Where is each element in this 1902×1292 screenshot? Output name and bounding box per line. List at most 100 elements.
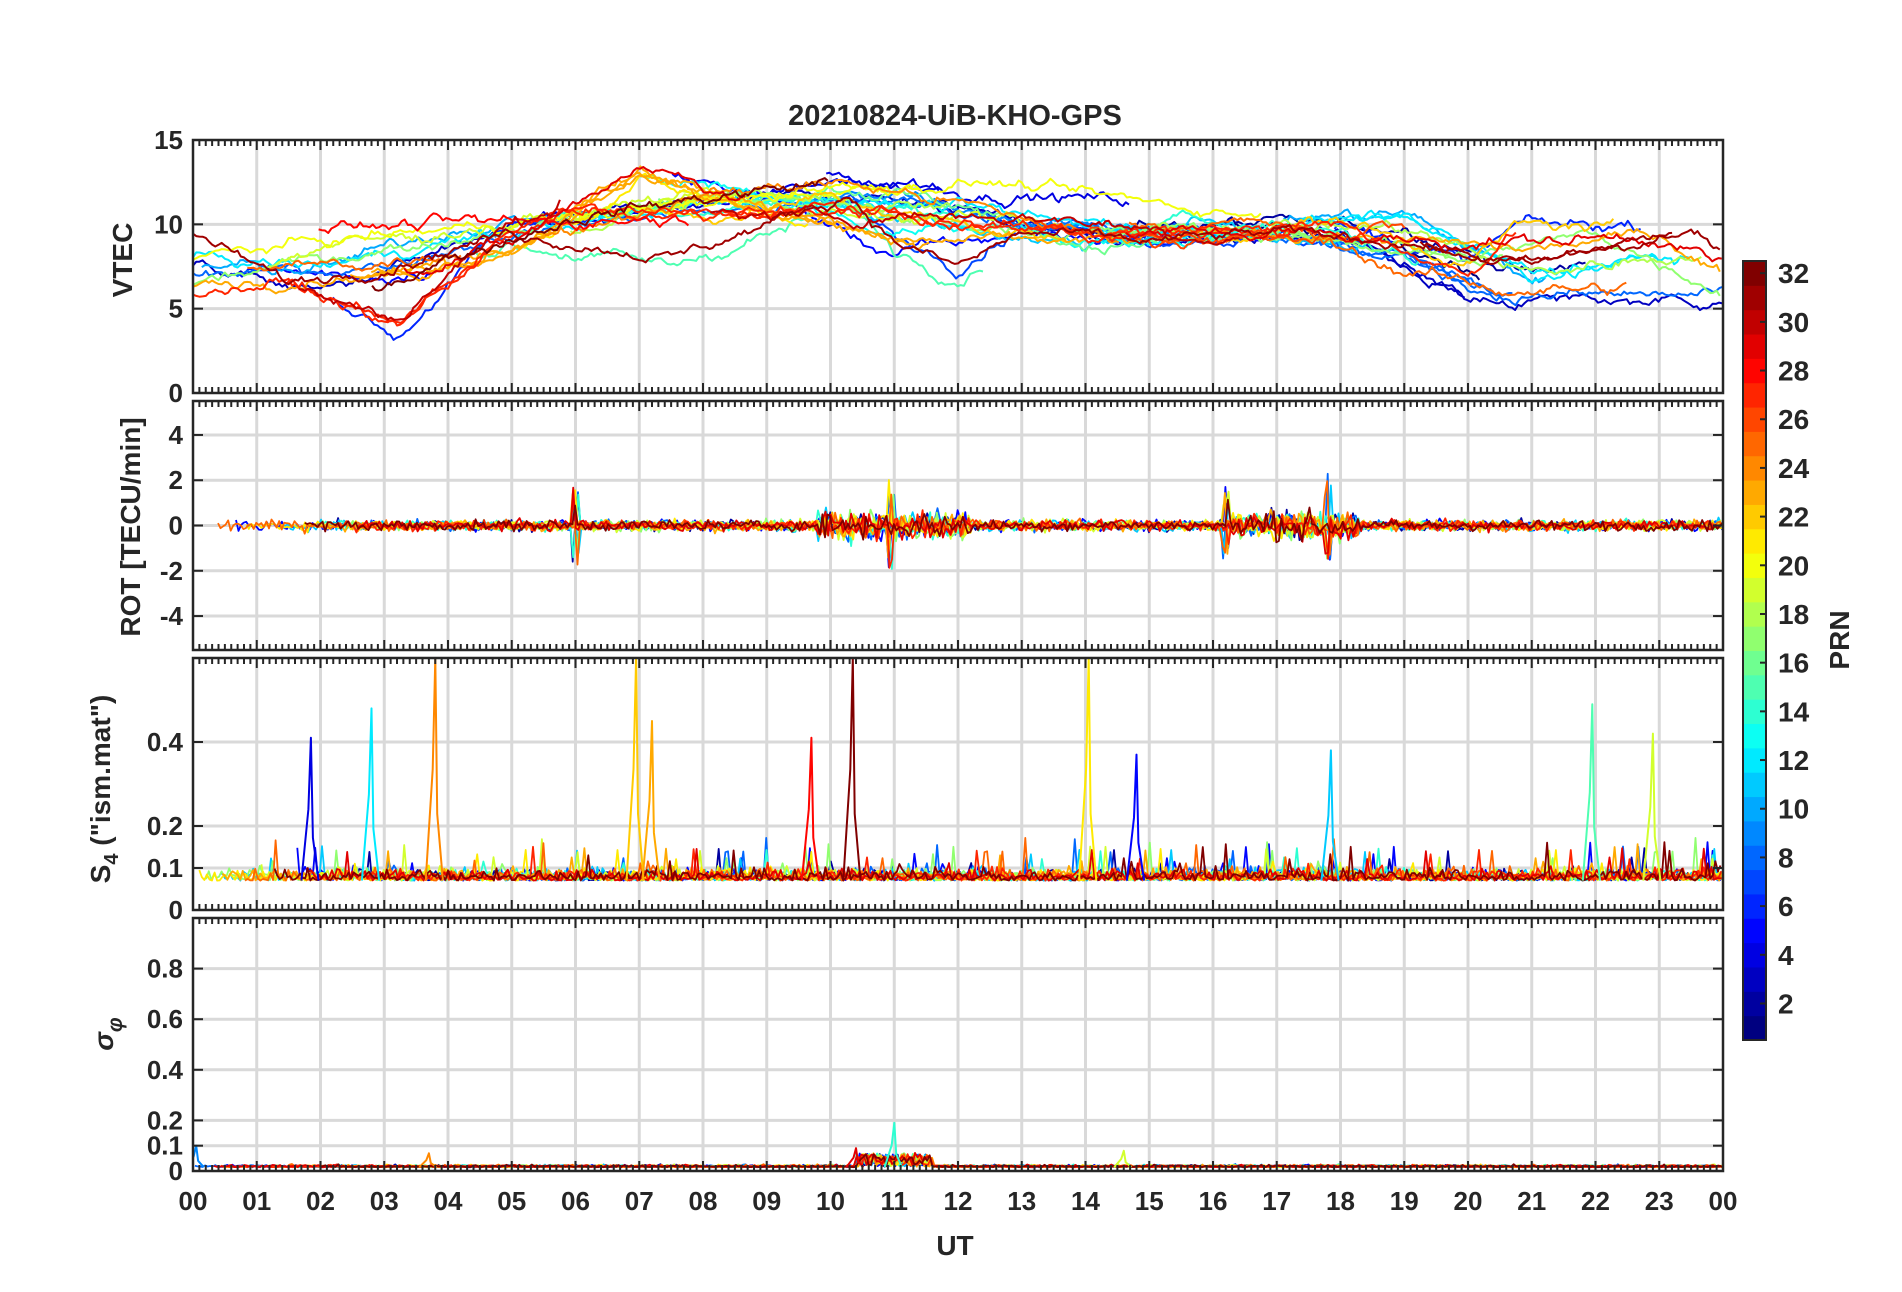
vtec-trace-prn-15 xyxy=(475,198,984,288)
s4-peak xyxy=(1320,749,1340,881)
svg-text:ROT [TECU/min]: ROT [TECU/min] xyxy=(115,417,146,636)
s4-peak xyxy=(641,720,661,881)
y-tick-label: 0.1 xyxy=(147,853,183,883)
colorbar-tick-label: 2 xyxy=(1778,988,1794,1019)
colorbar-segment xyxy=(1743,942,1766,968)
colorbar-segment xyxy=(1743,650,1766,676)
panel-vtec: 0 5 10 15 xyxy=(154,125,1725,408)
x-tick-label: 14 xyxy=(1071,1186,1100,1216)
vtec-trace-prn-3 xyxy=(1342,233,1723,312)
svg-text:σφ: σφ xyxy=(88,1017,127,1051)
vtec-trace-prn-27 xyxy=(285,206,804,324)
y-ticks xyxy=(193,433,1723,618)
x-tick-label: 08 xyxy=(689,1186,718,1216)
y-tick-label: 0 xyxy=(169,378,183,408)
y-tick-label: 4 xyxy=(169,420,184,450)
y-tick-label: -2 xyxy=(160,556,183,586)
s4-peak xyxy=(1642,732,1662,881)
colorbar-segment xyxy=(1743,334,1766,359)
vtec-trace-prn-22 xyxy=(667,191,1068,244)
vtec-trace-prn-29 xyxy=(1125,224,1722,263)
colorbar-segment xyxy=(1743,407,1766,432)
data-traces xyxy=(217,472,1723,570)
colorbar-segment xyxy=(1743,845,1766,871)
figure-title: 20210824-UiB-KHO-GPS xyxy=(788,100,1122,132)
vtec-trace-prn-12 xyxy=(193,195,1657,284)
x-tick-label: 05 xyxy=(497,1186,526,1216)
colorbar-segment xyxy=(1743,382,1766,408)
vtec-trace-prn-30 xyxy=(710,204,1240,246)
colorbar-segment xyxy=(1743,893,1766,919)
colorbar-segment xyxy=(1743,918,1766,944)
colorbar-segment xyxy=(1743,261,1766,286)
colorbar-segment xyxy=(1743,358,1766,384)
x-tick-label: 03 xyxy=(370,1186,399,1216)
colorbar-tick-label: 10 xyxy=(1778,794,1809,825)
x-tick-label: 21 xyxy=(1517,1186,1546,1216)
sigma-phi-ylabel: σφ xyxy=(88,1017,127,1051)
colorbar-segment xyxy=(1743,553,1766,578)
x-tick-label: 02 xyxy=(306,1186,335,1216)
y-tick-label: 0 xyxy=(169,511,183,541)
vtec-ylabel: VTEC xyxy=(107,223,138,298)
x-tick-label: 15 xyxy=(1135,1186,1164,1216)
y-tick-label: 0 xyxy=(169,1156,183,1186)
x-tick-label: 00 xyxy=(1709,1186,1738,1216)
gridlines xyxy=(193,918,1723,1171)
s4-peak xyxy=(625,658,645,881)
y-tick-label: 0.2 xyxy=(147,811,183,841)
y-ticks xyxy=(193,967,1723,1172)
data-traces xyxy=(198,658,1723,882)
svg-text:PRN: PRN xyxy=(1824,610,1855,669)
sigma-phi-peak xyxy=(1113,1149,1133,1168)
s4-peak xyxy=(300,736,320,881)
sigma-phi-peak xyxy=(883,1121,903,1168)
colorbar-segment xyxy=(1743,455,1766,481)
s4-peak xyxy=(800,736,820,881)
vtec-trace-prn-23 xyxy=(193,174,1721,295)
colorbar-segment xyxy=(1743,772,1766,798)
s4-peak xyxy=(360,707,381,881)
vtec-trace-prn-27 xyxy=(193,201,1517,327)
colorbar-tick-label: 22 xyxy=(1778,502,1809,533)
gridlines xyxy=(193,658,1723,910)
x-tick-label: 18 xyxy=(1326,1186,1355,1216)
panel-s4: 0 0.1 0.2 0.4 xyxy=(147,656,1725,925)
colorbar-segment xyxy=(1743,820,1766,846)
y-tick-label: 0.8 xyxy=(147,954,183,984)
x-tick-label: 07 xyxy=(625,1186,654,1216)
colorbar-segment xyxy=(1743,747,1766,773)
rot-ylabel: ROT [TECU/min] xyxy=(115,417,146,636)
colorbar-segment xyxy=(1743,991,1766,1017)
colorbar-tick-label: 32 xyxy=(1778,258,1809,289)
x-tick-label: 12 xyxy=(944,1186,973,1216)
sigma-phi-peak xyxy=(418,1152,438,1169)
vtec-trace-prn-31 xyxy=(193,196,1721,286)
colorbar-segment xyxy=(1743,1015,1766,1041)
x-tick-label: 13 xyxy=(1007,1186,1036,1216)
x-ticks xyxy=(192,140,1724,393)
sigma-phi-peak xyxy=(845,1147,865,1168)
colorbar-segment xyxy=(1743,674,1766,700)
y-tick-label: 0 xyxy=(169,895,183,925)
vtec-trace-prn-30 xyxy=(298,199,561,321)
y-tick-label: 0.2 xyxy=(147,1105,183,1135)
y-tick-label: 0.4 xyxy=(147,1055,184,1085)
x-tick-labels: 00 01 02 03 04 05 06 07 08 09 10 11 12 13 14 15 16 17 18 19… xyxy=(179,1186,1738,1216)
colorbar-tick-label: 16 xyxy=(1778,648,1809,679)
colorbar-tick-label: 4 xyxy=(1778,940,1794,971)
svg-text:VTEC: VTEC xyxy=(107,223,138,298)
colorbar-segment xyxy=(1743,504,1766,530)
colorbar-tick-label: 28 xyxy=(1778,356,1809,387)
y-tick-label: 0.6 xyxy=(147,1004,183,1034)
x-axis-label: UT xyxy=(936,1230,973,1261)
colorbar-label: PRN xyxy=(1824,610,1855,669)
y-tick-label: 2 xyxy=(169,465,183,495)
colorbar-segment xyxy=(1743,480,1766,505)
x-tick-label: 20 xyxy=(1454,1186,1483,1216)
vtec-trace-prn-23 xyxy=(349,165,836,280)
colorbar-segment xyxy=(1743,285,1766,311)
x-tick-label: 09 xyxy=(752,1186,781,1216)
